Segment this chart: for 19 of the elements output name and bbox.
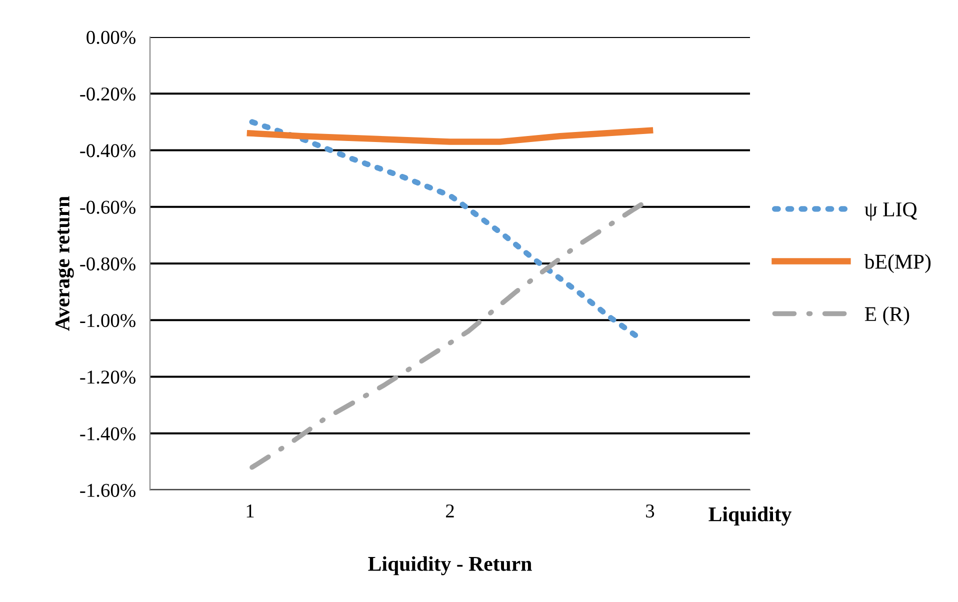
x-tick-label: 2 (446, 504, 454, 518)
y-tick-label: -0.60% (80, 200, 136, 214)
x-axis-title: Liquidity - Return (368, 556, 532, 576)
y-tick-label: -1.60% (80, 484, 136, 498)
y-tick-label: -0.80% (80, 257, 136, 271)
legend-label: bE(MP) (864, 254, 931, 274)
legend-label: ψ LIQ (864, 202, 917, 221)
legend-label: E (R) (864, 306, 910, 326)
y-tick-label: -0.20% (80, 87, 136, 101)
x-tick-label: 3 (646, 504, 654, 518)
line-series (250, 202, 644, 470)
text: Liquidity (708, 506, 792, 526)
x-tick-label: 1 (246, 504, 254, 518)
y-tick-label: 0.00% (86, 30, 136, 44)
y-tick-label: -1.00% (80, 314, 136, 328)
y-tick-label: -0.40% (80, 144, 136, 158)
y-tick-label: -1.40% (80, 427, 136, 440)
y-tick-label: -1.20% (80, 370, 136, 384)
y-axis-title: Average return (56, 196, 74, 331)
